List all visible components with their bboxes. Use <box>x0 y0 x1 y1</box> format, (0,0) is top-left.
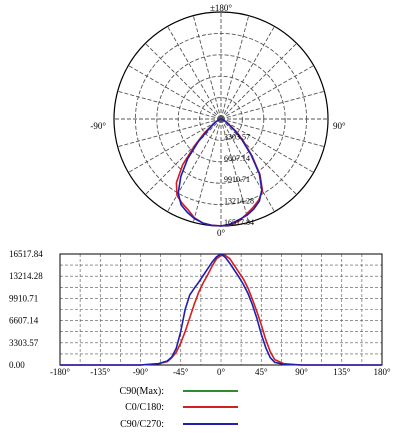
polar-spoke <box>192 118 222 223</box>
polar-spoke <box>220 90 325 120</box>
x-tick-label: -45° <box>173 367 189 377</box>
polar-spoke <box>220 43 297 120</box>
x-tick-label: 90° <box>295 367 308 377</box>
polar-label-left: -90° <box>90 121 106 131</box>
polar-curve-c90-c270 <box>177 118 263 227</box>
line-curve-c0-c180 <box>60 254 382 366</box>
y-tick-label: 16517.84 <box>9 249 43 259</box>
polar-radial-labels: 3303.57 6607.14 9910.71 13214.28 16517.84 <box>224 132 254 227</box>
polar-spoke <box>167 118 222 212</box>
legend-item-c90-c270: C90/C270: <box>120 419 238 430</box>
polar-spoke <box>117 90 222 120</box>
polar-label-bottom: 0° <box>217 228 226 238</box>
legend-label-c0-c180: C0/C180: <box>125 402 164 413</box>
cartesian-x-ticks: -180° -135° -90° -45° 0° 45° 90° 135° 180° <box>50 367 391 377</box>
polar-spoke <box>220 26 275 120</box>
polar-spoke <box>220 65 314 120</box>
x-tick-label: -135° <box>90 367 110 377</box>
polar-label-top: ±180° <box>210 3 232 13</box>
x-tick-label: 180° <box>373 367 391 377</box>
x-tick-label: 45° <box>255 367 268 377</box>
polar-radial-tick-label: 3303.57 <box>224 132 250 141</box>
polar-spoke <box>145 43 222 120</box>
polar-spoke <box>167 26 222 120</box>
line-curve-c90-c270 <box>60 253 382 366</box>
cartesian-grid <box>59 253 383 366</box>
polar-spoke <box>128 118 222 173</box>
x-tick-label: 135° <box>333 367 351 377</box>
legend-label-c90-max: C90(Max): <box>120 386 164 397</box>
cartesian-y-ticks: 0.00 3303.57 6607.14 9910.71 13214.28 16517.8… <box>9 249 43 370</box>
cartesian-chart: 0.00 3303.57 6607.14 9910.71 13214.28 16517.8… <box>9 249 391 377</box>
polar-curves <box>175 118 264 227</box>
polar-radial-tick-label: 9910.71 <box>224 175 250 184</box>
x-tick-label: -180° <box>50 367 70 377</box>
x-tick-label: -90° <box>133 367 149 377</box>
polar-radial-tick-label: 16517.84 <box>224 218 254 227</box>
polar-radial-tick-label: 13214.28 <box>224 197 254 206</box>
polar-radial-tick-label: 6607.14 <box>224 154 250 163</box>
polar-spoke <box>128 65 222 120</box>
polar-label-right: 90° <box>333 121 346 131</box>
polar-ring <box>156 54 286 184</box>
legend-label-c90-c270: C90/C270: <box>120 419 164 430</box>
polar-spoke <box>145 118 222 195</box>
cartesian-curves <box>60 253 382 366</box>
legend: C90(Max): C0/C180: C90/C270: <box>120 386 238 430</box>
y-tick-label: 6607.14 <box>9 316 39 326</box>
y-tick-label: 9910.71 <box>9 293 38 303</box>
x-tick-label: 0° <box>217 367 226 377</box>
y-tick-label: 13214.28 <box>9 271 43 281</box>
y-tick-label: 0.00 <box>9 360 25 370</box>
legend-item-c90-max: C90(Max): <box>120 386 238 397</box>
polar-chart: 3303.57 6607.14 9910.71 13214.28 16517.84 ±1… <box>90 3 346 238</box>
polar-spoke <box>192 15 222 120</box>
y-tick-label: 3303.57 <box>9 338 39 348</box>
polar-spoke <box>220 118 314 173</box>
polar-spoke <box>220 15 250 120</box>
legend-item-c0-c180: C0/C180: <box>125 402 238 413</box>
